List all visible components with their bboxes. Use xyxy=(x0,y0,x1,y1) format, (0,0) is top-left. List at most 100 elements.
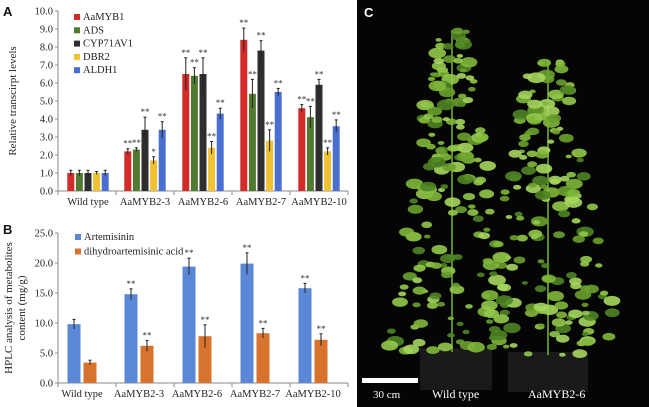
y-tick-label: 25.0 xyxy=(35,229,53,240)
leaf xyxy=(433,57,445,65)
legend-label: ADS xyxy=(83,25,104,36)
leaf xyxy=(581,331,589,337)
legend-label: dihydroartemisinic acid xyxy=(84,247,184,258)
photo-label-aamyb2-6: AaMYB2-6 xyxy=(528,387,585,401)
leaf xyxy=(469,79,478,84)
leaf xyxy=(566,272,577,279)
leaf xyxy=(457,174,474,185)
legend-label: DBR2 xyxy=(83,52,110,63)
leaf xyxy=(419,181,437,192)
legend-swatch xyxy=(75,248,81,255)
leaf xyxy=(413,319,429,328)
leaf xyxy=(513,256,526,264)
leaf xyxy=(473,157,482,163)
bar xyxy=(101,173,109,191)
leaf xyxy=(555,334,570,343)
leaf xyxy=(521,166,536,175)
leaf xyxy=(581,310,590,316)
y-tick-label: 0.0 xyxy=(40,187,53,198)
leaf xyxy=(440,184,449,189)
leaf xyxy=(423,234,431,239)
bar xyxy=(75,173,83,191)
leaf xyxy=(532,175,549,186)
leaf xyxy=(412,277,423,284)
leaf xyxy=(552,129,561,135)
significance-label: ** xyxy=(185,248,195,258)
bar xyxy=(182,266,196,383)
leaf xyxy=(558,133,574,143)
leaf xyxy=(442,117,450,122)
leaf xyxy=(460,57,478,68)
leaf xyxy=(580,255,593,264)
y-tick-label: 10.0 xyxy=(35,319,53,330)
leaf xyxy=(455,124,465,130)
leaf xyxy=(403,344,420,355)
bar xyxy=(257,50,265,191)
leaf xyxy=(603,295,621,306)
leaf xyxy=(580,261,590,267)
leaf xyxy=(554,301,569,310)
bar xyxy=(93,173,101,191)
leaf xyxy=(576,172,591,181)
leaf xyxy=(452,282,460,288)
y-axis-label-line2: content (mg/g) xyxy=(16,275,28,340)
leaf xyxy=(562,96,577,106)
legend-swatch xyxy=(74,27,80,34)
leaf xyxy=(458,93,467,99)
significance-label: * xyxy=(151,147,156,157)
leaf xyxy=(430,262,442,269)
significance-label: ** xyxy=(132,138,142,148)
leaf xyxy=(559,85,575,95)
x-tick-label: AaMYB2-7 xyxy=(236,197,286,208)
leaf xyxy=(416,99,434,111)
y-tick-label: 20.0 xyxy=(35,259,53,270)
leaf xyxy=(542,101,550,106)
leaf xyxy=(407,204,424,214)
leaf xyxy=(526,127,540,136)
photo-background xyxy=(357,0,649,407)
legend-swatch xyxy=(74,14,80,20)
legend-swatch xyxy=(74,53,80,60)
bar xyxy=(274,92,282,191)
significance-label: ** xyxy=(123,139,133,149)
leaf xyxy=(475,133,482,138)
leaf xyxy=(599,290,609,296)
leaf xyxy=(523,351,533,357)
leaf xyxy=(431,244,448,255)
leaf xyxy=(456,151,475,162)
leaf xyxy=(459,68,467,73)
leaf xyxy=(457,102,466,108)
bar xyxy=(298,288,312,383)
panel-label-a: A xyxy=(3,4,13,19)
significance-label: ** xyxy=(201,315,211,325)
leaf xyxy=(467,209,479,216)
bar xyxy=(67,173,75,191)
leaf xyxy=(478,232,490,240)
plant-aamyb2-6 xyxy=(467,58,621,359)
bar xyxy=(182,74,190,191)
leaf xyxy=(399,227,415,237)
leaf xyxy=(567,189,581,197)
panel-label-b: B xyxy=(3,222,12,237)
bar xyxy=(314,339,328,383)
leaf xyxy=(481,290,499,301)
leaf xyxy=(581,302,589,307)
bar xyxy=(266,140,274,191)
leaf xyxy=(427,76,436,82)
leaf xyxy=(496,283,509,291)
legend-label: ALDH1 xyxy=(83,65,117,76)
leaf xyxy=(435,42,446,50)
legend-label: AaMYB1 xyxy=(83,12,124,23)
leaf xyxy=(435,147,447,154)
leaf xyxy=(456,142,474,153)
leaf xyxy=(447,316,454,321)
x-tick-label: Wild type xyxy=(61,389,103,400)
leaf xyxy=(456,321,464,327)
leaf xyxy=(540,184,549,190)
leaf xyxy=(576,157,584,163)
leaf xyxy=(447,209,458,216)
leaf xyxy=(516,215,525,221)
leaf xyxy=(519,134,531,141)
y-tick-label: 6.0 xyxy=(40,79,53,90)
